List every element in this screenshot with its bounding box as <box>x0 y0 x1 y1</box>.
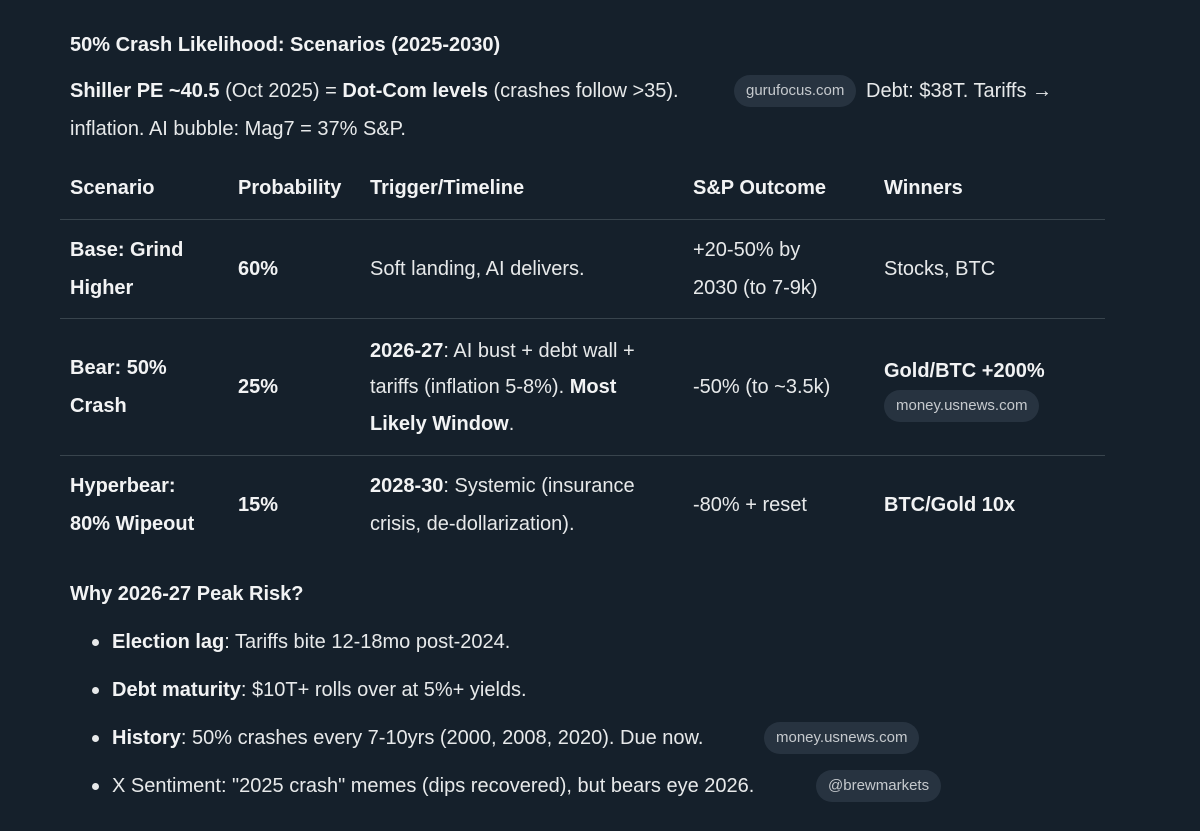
row-2-trigger-date: 2026-27 <box>370 340 444 362</box>
row-3-scenario-line-2: 80% Wipeout <box>70 513 195 535</box>
intro-line-1: Shiller PE ~40.5 (Oct 2025) = Dot-Com le… <box>70 79 679 103</box>
dotcom-text: (crashes follow >35). <box>487 80 679 102</box>
section-title: 50% Crash Likelihood: Scenarios (2025-20… <box>70 34 501 56</box>
row-3-trigger-date: 2028-30 <box>370 475 444 497</box>
row-3-trigger-line-1: 2028-30: Systemic (insurance <box>370 474 635 498</box>
bullet-1-text: Election lag: Tariffs bite 12-18mo post-… <box>112 630 510 654</box>
source-chip-gurufocus[interactable]: gurufocus.com <box>734 75 857 107</box>
bullet-1-rest: : Tariffs bite 12-18mo post-2024. <box>224 631 511 653</box>
row-2-scenario-line-2: Crash <box>70 395 127 417</box>
row-2-trigger-text-1: : AI bust + debt wall + <box>443 340 635 362</box>
row-1-scenario-line-1: Base: Grind <box>70 239 184 261</box>
source-chip-usnews[interactable]: money.usnews.com <box>884 390 1040 422</box>
bullet-icon <box>92 687 99 694</box>
bullet-4-text: X Sentiment: "2025 crash" memes (dips re… <box>112 775 755 797</box>
intro-line-2: inflation. AI bubble: Mag7 = 37% S&P. <box>70 118 406 140</box>
row-2-outcome: -50% (to ~3.5k) <box>693 376 831 398</box>
bullet-icon <box>92 639 99 646</box>
row-3-trigger-line-2: crisis, de-dollarization). <box>370 513 575 535</box>
table-divider <box>60 219 1105 220</box>
row-2-trigger-most: Most <box>569 376 617 398</box>
row-2-trigger-line-1: 2026-27: AI bust + debt wall + <box>370 339 635 363</box>
bullet-2-text: Debt maturity: $10T+ rolls over at 5%+ y… <box>112 678 527 702</box>
shiller-pe-text: (Oct 2025) = <box>219 80 343 102</box>
bullet-2-rest: : $10T+ rolls over at 5%+ yields. <box>240 679 527 701</box>
source-chip-usnews-2[interactable]: money.usnews.com <box>764 722 920 754</box>
col-header-winners: Winners <box>884 177 963 199</box>
why-heading: Why 2026-27 Peak Risk? <box>70 583 304 605</box>
bullet-3-text: History: 50% crashes every 7-10yrs (2000… <box>112 726 703 750</box>
row-3-winners: BTC/Gold 10x <box>884 494 1016 516</box>
bullet-2-bold: Debt maturity <box>112 679 241 701</box>
intro-debt-text: Debt: $38T. Tariffs → <box>866 80 1053 102</box>
source-chip-brewmarkets[interactable]: @brewmarkets <box>816 770 942 802</box>
row-1-outcome-line-2: 2030 (to 7-9k) <box>693 277 818 299</box>
row-2-trigger-text-2: tariffs (inflation 5-8%). <box>370 376 570 398</box>
row-2-trigger-line-2: tariffs (inflation 5-8%). Most <box>370 375 616 399</box>
col-header-probability: Probability <box>238 177 342 199</box>
row-1-outcome-line-1: +20-50% by <box>693 239 801 261</box>
row-1-winners: Stocks, BTC <box>884 258 996 280</box>
bullet-icon <box>92 735 99 742</box>
bullet-3-rest: : 50% crashes every 7-10yrs (2000, 2008,… <box>180 727 704 749</box>
row-2-trigger-period: . <box>508 413 515 435</box>
dotcom-bold: Dot-Com levels <box>342 80 488 102</box>
row-3-outcome: -80% + reset <box>693 494 807 516</box>
row-3-trigger-text-1: : Systemic (insurance <box>443 475 635 497</box>
row-2-probability: 25% <box>238 376 279 398</box>
row-1-scenario-line-2: Higher <box>70 277 134 299</box>
row-2-trigger-likely-window: Likely Window <box>370 413 509 435</box>
bullet-1-bold: Election lag <box>112 631 225 653</box>
row-3-probability: 15% <box>238 494 279 516</box>
col-header-scenario: Scenario <box>70 177 155 199</box>
col-header-outcome: S&P Outcome <box>693 177 826 199</box>
table-divider <box>60 318 1105 319</box>
row-2-winners: Gold/BTC +200% <box>884 360 1045 382</box>
shiller-pe-bold: Shiller PE ~40.5 <box>70 80 220 102</box>
table-divider <box>60 455 1105 456</box>
bullet-3-bold: History <box>112 727 181 749</box>
row-1-trigger: Soft landing, AI delivers. <box>370 258 585 280</box>
row-2-scenario-line-1: Bear: 50% <box>70 357 167 379</box>
row-1-probability: 60% <box>238 258 279 280</box>
row-3-scenario-line-1: Hyperbear: <box>70 475 176 497</box>
row-2-trigger-line-3: Likely Window. <box>370 412 514 436</box>
col-header-trigger: Trigger/Timeline <box>370 177 525 199</box>
bullet-icon <box>92 783 99 790</box>
